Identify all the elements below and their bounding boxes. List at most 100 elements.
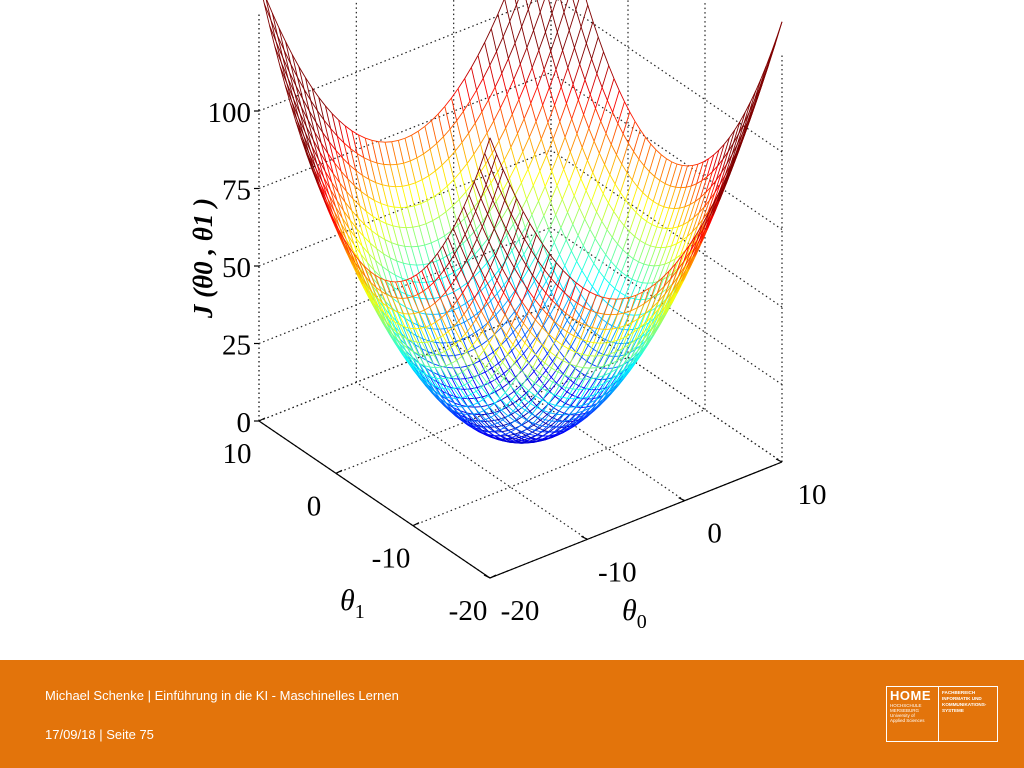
mesh-line — [614, 348, 622, 353]
mesh-line — [489, 65, 496, 88]
mesh-line — [456, 120, 463, 143]
mesh-line — [692, 212, 700, 232]
mesh-line — [480, 143, 487, 165]
mesh-line — [331, 113, 339, 121]
mesh-line — [571, 417, 579, 421]
mesh-line — [408, 313, 416, 329]
mesh-line — [664, 183, 671, 187]
mesh-line — [475, 211, 483, 228]
mesh-line — [520, 182, 528, 200]
mesh-line — [527, 378, 534, 387]
mesh-line — [523, 254, 530, 269]
mesh-line — [311, 87, 320, 98]
mesh-line — [637, 186, 644, 193]
mesh-line — [351, 210, 358, 229]
mesh-line — [306, 126, 314, 141]
mesh-line — [461, 132, 469, 143]
mesh-line — [569, 151, 576, 166]
mesh-line — [585, 21, 594, 44]
mesh-line — [688, 235, 697, 246]
mesh-line — [554, 311, 563, 325]
mesh-line — [609, 360, 617, 365]
mesh-line — [521, 288, 528, 303]
mesh-line — [517, 343, 524, 354]
mesh-line — [463, 194, 470, 207]
mesh-line — [490, 413, 497, 418]
mesh-line — [337, 227, 344, 238]
mesh-line — [348, 227, 356, 238]
mesh-line — [560, 313, 567, 328]
mesh-line — [484, 137, 491, 154]
mesh-line — [390, 326, 398, 340]
mesh-line — [502, 362, 510, 372]
mesh-line — [706, 154, 715, 177]
mesh-line — [506, 223, 514, 236]
mesh-line — [326, 206, 333, 218]
mesh-line — [530, 395, 537, 404]
mesh-line — [580, 396, 588, 399]
mesh-line — [462, 335, 470, 340]
mesh-line — [477, 55, 484, 79]
mesh-line — [419, 363, 425, 367]
mesh-line — [428, 175, 435, 197]
mesh-line — [512, 403, 519, 411]
mesh-line — [545, 292, 553, 301]
mesh-line — [420, 371, 427, 376]
mesh-line — [418, 312, 427, 328]
mesh-line — [533, 298, 541, 308]
mesh-line — [472, 404, 480, 414]
mesh-line — [465, 376, 472, 380]
mesh-line — [548, 0, 553, 14]
mesh-line — [291, 54, 298, 78]
mesh-line — [668, 187, 677, 209]
logo-subtitle: HOCHSCHULE MERSEBURG University of Appli… — [890, 703, 925, 723]
mesh-line — [603, 277, 610, 284]
mesh-line — [353, 185, 361, 206]
mesh-line — [677, 206, 686, 227]
mesh-line — [610, 261, 617, 268]
mesh-line — [675, 165, 683, 188]
mesh-line — [485, 416, 492, 420]
mesh-line — [620, 367, 627, 378]
x-label-sub: 0 — [637, 611, 647, 633]
mesh-line — [575, 398, 584, 408]
mesh-line — [499, 245, 506, 262]
mesh-line — [629, 294, 637, 298]
mesh-line — [552, 360, 559, 369]
mesh-line — [449, 342, 456, 356]
mesh-line — [582, 287, 590, 293]
mesh-line — [485, 286, 492, 302]
mesh-line — [552, 417, 558, 421]
mesh-line — [663, 261, 671, 280]
mesh-line — [526, 47, 533, 68]
mesh-line — [507, 42, 516, 59]
mesh-line — [538, 186, 546, 202]
z-label-text: J (θ0 , θ1 ) — [188, 198, 218, 319]
mesh-line — [445, 285, 452, 293]
mesh-line — [525, 67, 533, 85]
mesh-line — [512, 323, 521, 333]
mesh-line — [442, 257, 449, 276]
mesh-line — [578, 414, 586, 418]
mesh-line — [605, 314, 612, 330]
mesh-line — [671, 161, 678, 165]
mesh-line — [698, 192, 707, 213]
mesh-line — [539, 170, 546, 187]
mesh-line — [316, 110, 324, 133]
mesh-line — [659, 298, 668, 308]
mesh-line — [626, 331, 634, 337]
mesh-line — [523, 242, 531, 255]
mesh-line — [514, 182, 522, 196]
mesh-line — [516, 313, 524, 324]
mesh-line — [404, 138, 411, 162]
mesh-line — [623, 312, 630, 316]
mesh-line — [431, 371, 438, 383]
mesh-line — [670, 185, 676, 188]
mesh-line — [552, 421, 559, 428]
mesh-line — [431, 113, 439, 121]
mesh-line — [460, 397, 468, 407]
mesh-line — [515, 151, 524, 166]
mesh-line — [307, 119, 314, 141]
mesh-line — [462, 413, 471, 422]
mesh-line — [351, 130, 359, 136]
